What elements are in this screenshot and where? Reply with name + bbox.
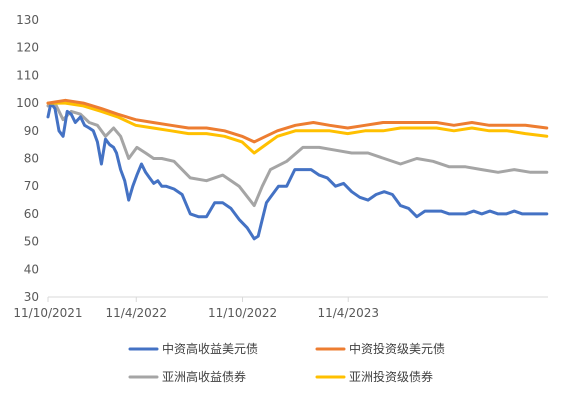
series-line-0	[46, 101, 549, 241]
y-tick-label: 30	[24, 290, 39, 304]
y-tick-label: 110	[16, 68, 39, 82]
y-tick-label: 50	[24, 235, 39, 249]
series-line-1	[46, 98, 549, 144]
y-tick-label: 130	[16, 13, 39, 27]
y-axis: 30 40 50 60 70 80 90 100 110 120 130	[16, 13, 39, 304]
legend-label: 中资投资级美元债	[349, 341, 445, 356]
x-tick-label: 11/4/2022	[106, 306, 168, 320]
y-tick-label: 40	[24, 262, 39, 276]
x-tick-label: 11/10/2021	[13, 306, 82, 320]
x-tick-label: 11/10/2022	[208, 306, 277, 320]
x-axis: 11/10/2021 11/4/2022 11/10/2022 11/4/2023	[13, 296, 548, 320]
y-tick-label: 100	[16, 96, 39, 110]
legend-label: 中资高收益美元债	[162, 341, 258, 356]
y-tick-label: 90	[24, 124, 39, 138]
legend-label: 亚洲高收益债券	[162, 369, 246, 384]
legend-label: 亚洲投资级债券	[349, 369, 433, 384]
y-tick-label: 70	[24, 179, 39, 193]
y-tick-label: 60	[24, 207, 39, 221]
series-line-2	[46, 101, 549, 208]
y-tick-label: 80	[24, 152, 39, 166]
series-lines	[46, 98, 549, 241]
y-tick-label: 120	[16, 41, 39, 55]
x-tick-label: 11/4/2023	[317, 306, 379, 320]
series-line-3	[46, 101, 549, 155]
